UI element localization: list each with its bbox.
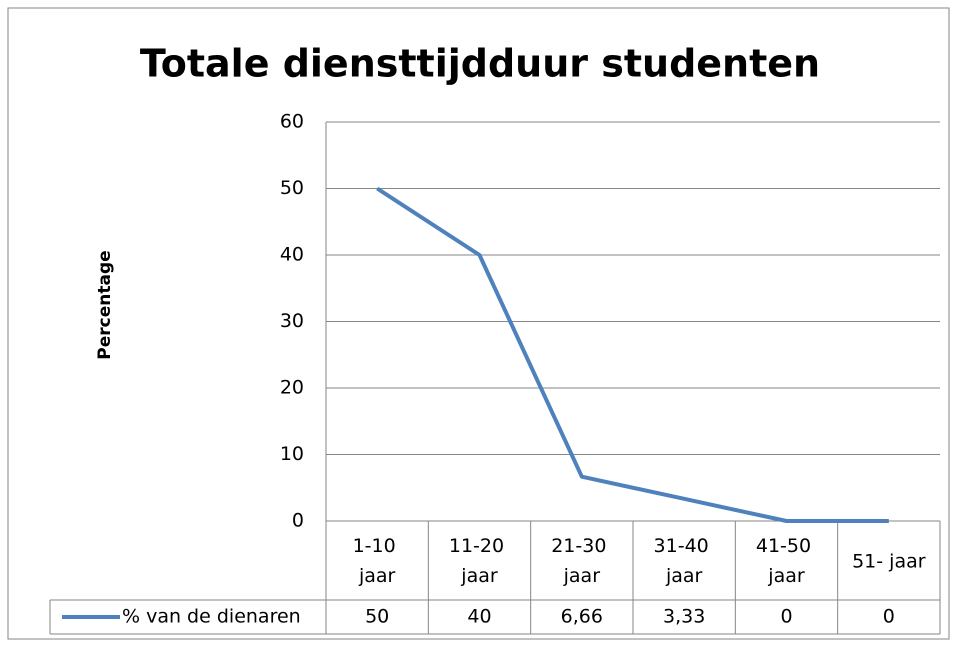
chart-title: Totale diensttijdduur studenten	[140, 42, 820, 86]
y-tick-label: 10	[280, 443, 304, 465]
x-tick-label: 11-20 jaar	[449, 535, 510, 587]
y-axis-label: Percentage	[95, 250, 115, 359]
y-tick-label: 50	[280, 177, 304, 199]
series-line	[376, 186, 889, 523]
x-tick-label: 21-30 jaar	[551, 535, 612, 587]
x-tick-label: 41-50 jaar	[756, 535, 817, 587]
table-value: 0	[780, 606, 792, 628]
x-tick-label: 1-10 jaar	[353, 535, 402, 587]
chart-border	[7, 7, 950, 640]
table-value: 50	[365, 606, 389, 628]
y-tick-label: 30	[280, 310, 304, 332]
legend-label: % van de dienaren	[122, 606, 301, 628]
y-tick-label: 0	[292, 510, 304, 532]
table-value: 0	[883, 606, 895, 628]
y-tick-label: 20	[280, 377, 304, 399]
x-tick-label: 51- jaar	[852, 551, 926, 573]
y-tick-label: 40	[280, 244, 304, 266]
table-value: 6,66	[561, 606, 603, 628]
table-value: 40	[467, 606, 491, 628]
x-tick-label: 31-40 jaar	[654, 535, 715, 587]
table-value: 3,33	[663, 606, 705, 628]
y-tick-label: 60	[280, 111, 304, 133]
